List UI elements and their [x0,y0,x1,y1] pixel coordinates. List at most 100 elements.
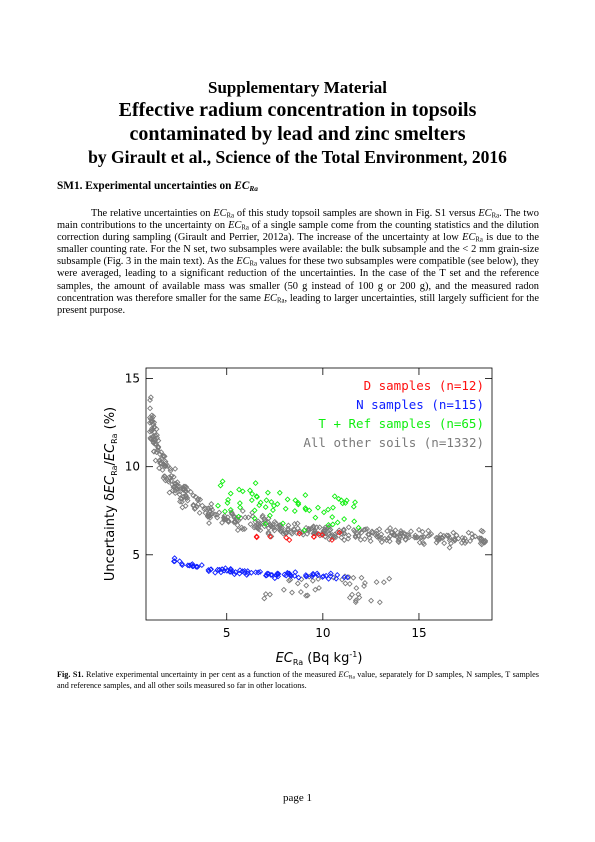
scatter-point [208,511,215,518]
scatter-point [199,502,206,509]
body-text: . The two main contributions to the unce… [57,208,539,232]
scatter-point [446,544,453,551]
scatter-point [253,533,260,540]
scatter-point [338,534,345,541]
scatter-point [386,575,393,582]
scatter-point [148,427,155,434]
scatter-point [267,533,274,540]
scatter-point [267,591,273,598]
scatter-point [342,580,349,587]
caption-text: Relative experimental uncertainty in per… [83,670,339,679]
scatter-point [265,529,272,536]
scatter-point [309,573,315,580]
scatter-point [350,574,357,581]
scatter-point [364,526,371,532]
scatter-point [310,571,316,578]
scatter-point [386,538,393,545]
scatter-point [320,573,327,580]
body-text: values for these two subsamples were com… [57,256,539,304]
scatter-point [149,425,156,432]
scatter-point [345,574,352,581]
figure-s1: 5 10 15 5 10 15 D samples (n=12) N samples (n… [96,364,500,669]
caption-text: value, separately for D samples, N sampl… [57,670,539,690]
page-number: page 1 [282,792,312,804]
scatter-point [251,524,258,531]
scatter-point [331,531,338,538]
scatter-point [325,522,332,528]
scatter-point [303,592,309,599]
scatter-point [343,497,350,504]
scatter-point [151,448,157,455]
scatter-point [341,537,348,543]
scatter-point [352,534,359,541]
scatter-point [402,536,409,543]
scatter-point [172,490,179,497]
scatter-point [248,569,255,576]
scatter-point [173,480,179,487]
scatter-points [146,394,489,606]
supplementary-heading: Supplementary Material [208,78,387,97]
scatter-point [211,511,218,518]
scatter-point [355,524,362,531]
scatter-point [271,502,277,509]
scatter-point [195,501,201,508]
scatter-point [316,532,323,539]
scatter-point [161,473,168,480]
scatter-point [333,575,340,582]
legend-entry: N samples (n=115) [356,397,484,412]
scatter-point [369,529,376,536]
scatter-point [149,435,156,442]
scatter-point [222,565,229,572]
scatter-point [278,528,284,535]
plot-frame [145,367,493,621]
scatter-point [345,535,352,542]
scatter-point [366,531,372,538]
scatter-point [345,524,352,531]
scatter-point [352,499,359,506]
scatter-point [384,528,391,535]
scatter-point [447,540,454,547]
scatter-point [159,467,166,473]
scatter-point [276,489,283,496]
scatter-point [315,531,322,538]
scatter-point [167,465,174,472]
scatter-point [212,569,219,576]
scatter-point [222,508,228,515]
scatter-point [373,530,380,537]
scatter-point [176,491,183,498]
scatter-point [350,503,357,510]
figure-caption: Fig. S1. Relative experimental uncertain… [57,670,539,692]
scatter-point [342,500,349,506]
scatter-point [152,457,159,464]
scatter-point [282,505,289,512]
scatter-point [413,534,420,541]
scatter-point [440,532,447,539]
scatter-point [392,532,399,539]
scatter-point [190,501,197,508]
section-heading: SM1. Experimental uncertainties on ECRa [57,180,258,192]
caption-var: EC [338,670,349,679]
x-tick-label: 15 [411,626,426,640]
scatter-point [336,527,343,534]
scatter-point [156,465,163,472]
scatter-point [315,504,321,511]
scatter-point [451,535,458,542]
scatter-point [316,585,322,591]
y-axis-label: Uncertainty δECRa/ECRa (%) [103,407,119,581]
scatter-point [236,486,243,493]
scatter-point [251,507,258,514]
scatter-point [478,527,485,534]
scatter-point [322,527,328,534]
paper-title-line-2: contaminated by lead and zinc smelters [129,123,466,145]
scatter-point [361,536,368,543]
scatter-point [327,570,334,577]
legend-entry: T + Ref samples (n=65) [318,416,484,431]
scatter-point [310,524,316,531]
scatter-point [368,597,375,604]
scatter-point [196,509,203,516]
scatter-point [325,506,332,513]
scatter-point [239,508,246,514]
scatter-point [336,529,343,536]
scatter-point [184,562,191,569]
scatter-point [227,490,234,497]
